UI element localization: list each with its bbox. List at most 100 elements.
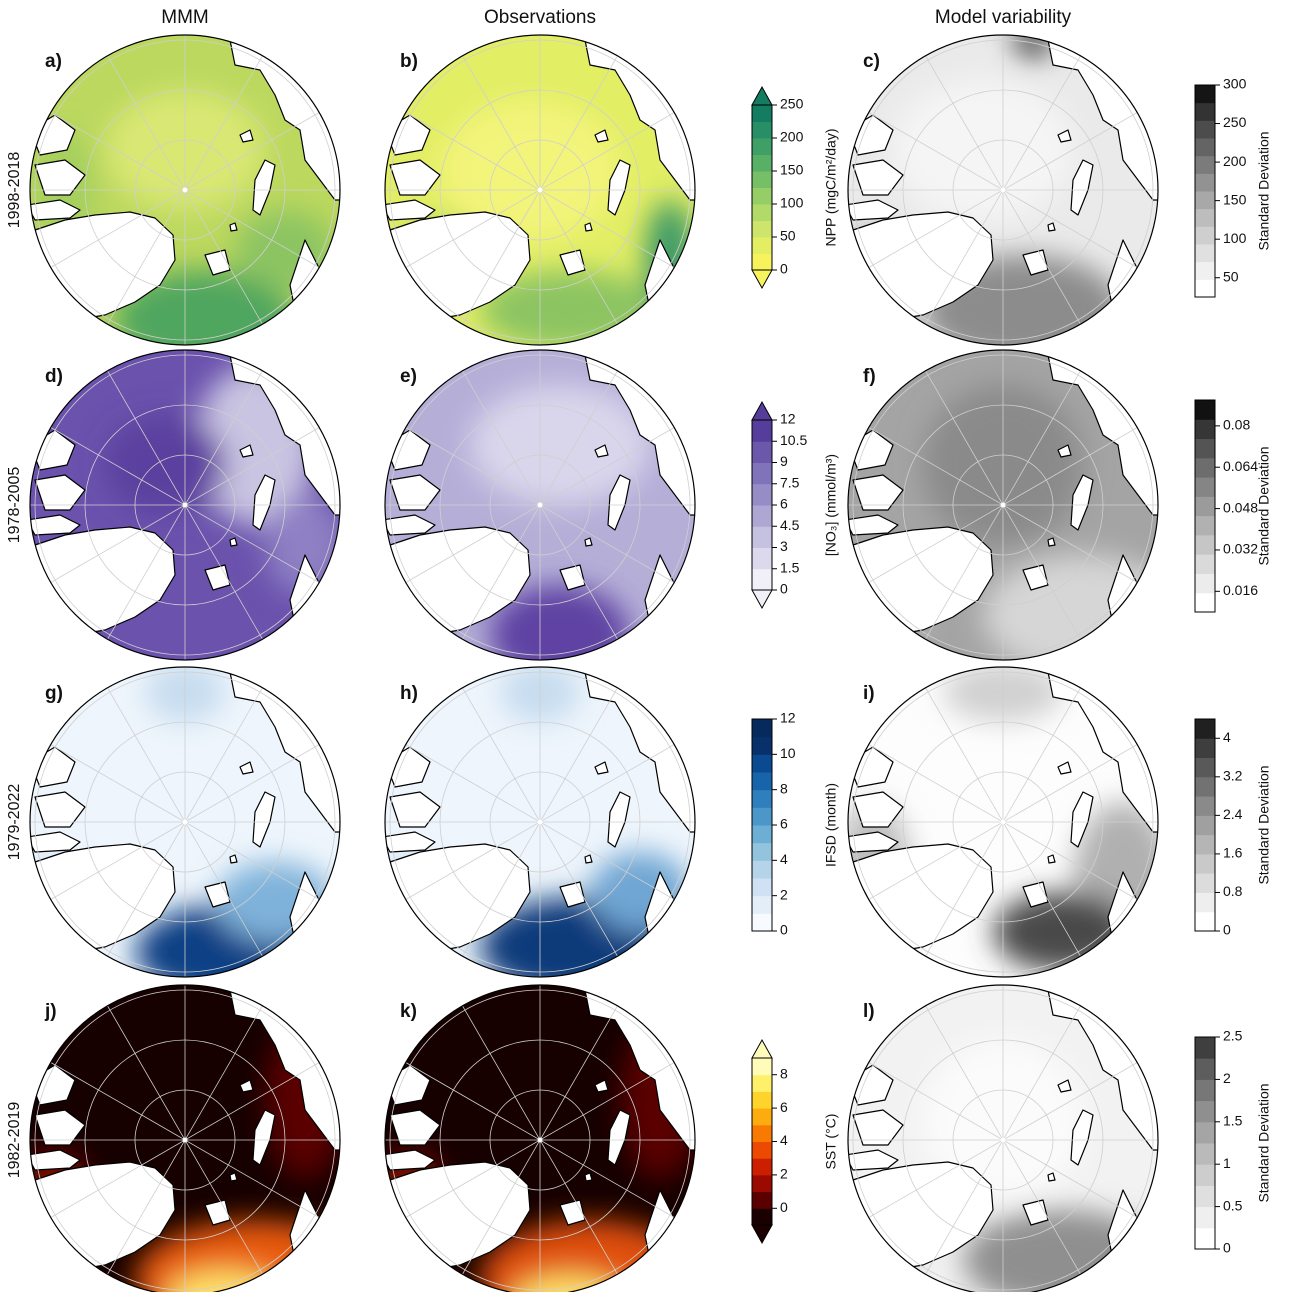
colorbar-tick-label: 2 [780, 886, 788, 902]
colorbar-tick-label: 6 [780, 1099, 788, 1115]
colorbar-label: IFSD (month) [823, 783, 839, 867]
colorbar-step [1195, 261, 1215, 280]
panel-letter: b) [400, 51, 418, 72]
colorbar-tick-label: 200 [1223, 153, 1247, 169]
map-border [847, 349, 1159, 661]
field-patch [590, 852, 690, 932]
colorbar-step [1195, 208, 1215, 227]
colorbar-tick-label: 3.2 [1223, 768, 1243, 784]
colorbar-step [1195, 815, 1215, 836]
colorbar-tick-label: 8 [780, 780, 788, 796]
colorbar-step [1195, 419, 1215, 440]
colorbar-step [752, 825, 772, 844]
colorbar-step [752, 1208, 772, 1226]
colorbar-tick-label: 0.016 [1223, 582, 1258, 598]
field-patch [235, 210, 335, 290]
row-label: 1998-2018 [6, 152, 23, 229]
column-header: MMM [161, 7, 208, 28]
colorbar-step [752, 842, 772, 861]
row-label: 1979-2022 [6, 784, 23, 861]
field-patch [115, 270, 295, 345]
map-border [29, 34, 341, 346]
colorbar-step [752, 719, 772, 738]
panel-letter: l) [863, 1001, 875, 1022]
colorbar-tick-label: 0 [780, 1199, 788, 1215]
colorbar-tick-label: 100 [1223, 230, 1247, 246]
polar-map [848, 985, 1158, 1292]
colorbar-tick-label: 0 [780, 261, 788, 277]
colorbar-step [752, 441, 772, 463]
colorbar-step [1195, 155, 1215, 174]
colorbar-tick-label: 8 [780, 1065, 788, 1081]
colorbar-step [752, 526, 772, 548]
panel-letter: i) [863, 683, 875, 704]
colorbar-tick-label: 50 [780, 228, 796, 244]
colorbar-label: Standard Deviation [1256, 765, 1272, 884]
row-label: 1978-2005 [6, 467, 23, 544]
colorbar-step [1195, 592, 1215, 613]
panel-letter: d) [45, 366, 63, 387]
pole [182, 819, 188, 825]
colorbar-tick-label: 4 [1223, 729, 1231, 745]
field-patch [490, 585, 630, 660]
colorbar-tick-label: 4.5 [780, 517, 800, 533]
colorbar-step [1195, 757, 1215, 778]
colorbar-tick-label: 0 [1223, 1240, 1231, 1256]
colorbar-step [1195, 191, 1215, 210]
colorbar-step [752, 789, 772, 808]
colorbar-step [1195, 457, 1215, 478]
colorbar-frame [751, 104, 773, 271]
row-label: 1982-2019 [6, 1102, 23, 1179]
polar-map [848, 350, 1158, 660]
colorbar-step [752, 1124, 772, 1142]
colorbar-step [752, 860, 772, 879]
colorbar-step [752, 420, 772, 442]
field-patch [440, 100, 620, 240]
pole [182, 187, 188, 193]
polar-map [385, 985, 695, 1292]
colorbar-tick-label: 1.5 [780, 559, 800, 575]
colorbar-step [752, 736, 772, 755]
pole [182, 1137, 188, 1143]
colorbar-tick-label: 300 [1223, 76, 1247, 92]
colorbar-step [1195, 1143, 1215, 1165]
panel-letter: f) [863, 366, 876, 387]
colorbar-label: Standard Deviation [1256, 1083, 1272, 1202]
colorbar-label: NPP (mgC/m²/day) [823, 129, 839, 247]
pole [1000, 819, 1006, 825]
panel-letter: g) [45, 683, 63, 704]
colorbar-step [752, 253, 772, 271]
colorbar-step [1195, 244, 1215, 263]
colorbar-step [1195, 496, 1215, 517]
colorbar-step [1195, 477, 1215, 497]
colorbar-step [1195, 738, 1215, 759]
panel-letter: j) [44, 1001, 57, 1022]
colorbar-step [752, 1141, 772, 1159]
pole [182, 502, 188, 508]
colorbar-step [752, 237, 772, 254]
field-patch [983, 555, 1158, 660]
colorbar-step [1195, 1037, 1215, 1059]
colorbar-tick-label: 0 [1223, 922, 1231, 938]
colorbar-tick-label: 0 [780, 922, 788, 938]
colorbar-tick-label: 2 [780, 1166, 788, 1182]
colorbar-label: [NO₃] (mmol/m³) [823, 454, 839, 556]
colorbar-tick-label: 50 [1223, 268, 1239, 284]
colorbar-step [1195, 102, 1215, 121]
field-patch [893, 80, 1073, 220]
colorbar-step [1195, 853, 1215, 874]
map-border [847, 34, 1159, 346]
colorbar-step [1195, 120, 1215, 139]
colorbar-extension [751, 269, 773, 290]
colorbar-step [1195, 554, 1215, 574]
colorbar-step [752, 1074, 772, 1092]
colorbar-step [752, 878, 772, 897]
colorbar-step [1195, 1206, 1215, 1229]
map-border [29, 666, 341, 978]
colorbar-step [752, 462, 772, 485]
map-border [384, 984, 696, 1292]
panel-letter: h) [400, 683, 418, 704]
polar-map [848, 35, 1158, 345]
colorbar-step [752, 807, 772, 826]
colorbar-step [1195, 1185, 1215, 1208]
